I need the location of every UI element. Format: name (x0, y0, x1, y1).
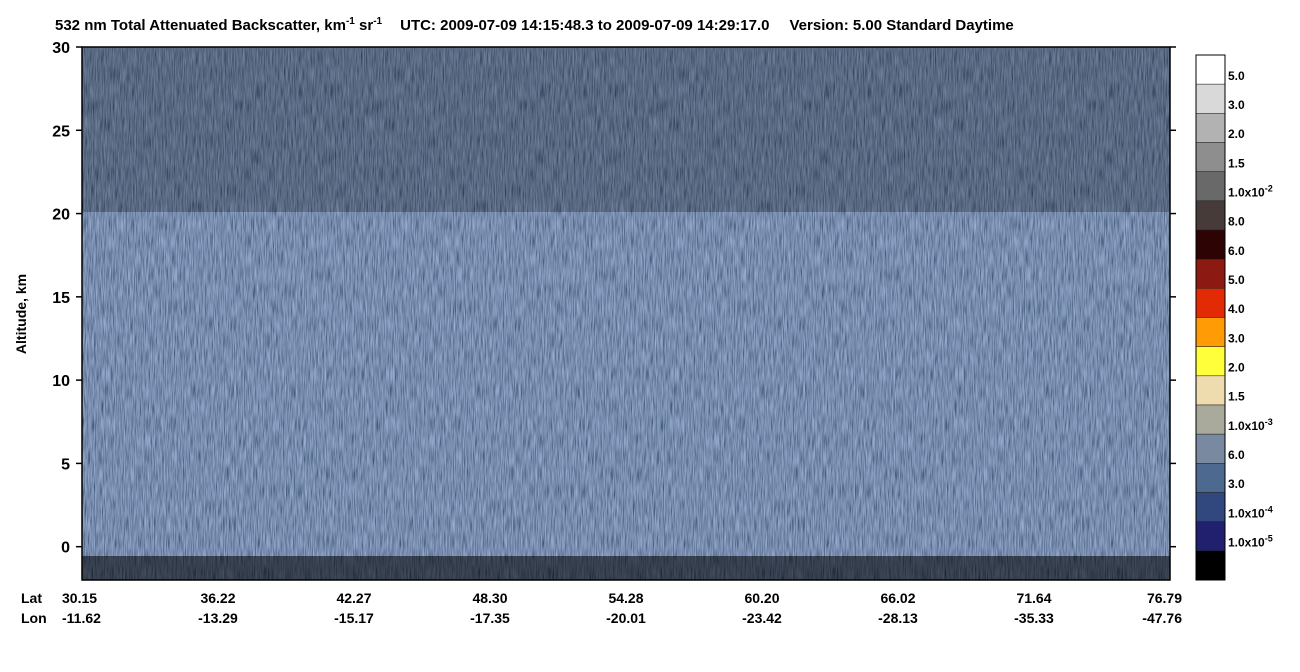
lat-label: 71.64 (1016, 590, 1051, 606)
colorbar-label: 3.0 (1228, 331, 1245, 345)
colorbar-swatch (1195, 288, 1226, 318)
lon-label: -20.01 (606, 610, 646, 626)
colorbar-label: 6.0 (1228, 244, 1245, 258)
colorbar-label: 6.0 (1228, 448, 1245, 462)
colorbar-label: 2.0 (1228, 360, 1245, 374)
colorbar-label-text: 1.5 (1228, 390, 1245, 404)
y-tick-label: 5 (61, 456, 70, 473)
colorbar-label: 4.0 (1228, 302, 1245, 316)
colorbar-swatch (1195, 492, 1226, 522)
colorbar-label-text: 4.0 (1228, 302, 1245, 316)
y-tick-label: 10 (52, 373, 70, 390)
y-axis-label: Altitude, km (13, 274, 29, 354)
lon-label: -17.35 (470, 610, 510, 626)
backscatter-texture (82, 47, 1170, 580)
colorbar-swatch (1195, 404, 1226, 435)
y-tick-label: 30 (52, 40, 70, 57)
colorbar-label-text: 1.0x10 (1228, 506, 1265, 520)
lat-title: Lat (21, 590, 42, 606)
lat-label: 60.20 (744, 590, 779, 606)
colorbar-label: 1.5 (1228, 390, 1245, 404)
colorbar-swatch (1195, 346, 1226, 377)
colorbar-label: 8.0 (1228, 215, 1245, 229)
colorbar-label-text: 3.0 (1228, 331, 1245, 345)
colorbar-label-text: 5.0 (1228, 273, 1245, 287)
colorbar-swatch (1195, 171, 1226, 202)
lon-title: Lon (21, 610, 47, 626)
colorbar-label-text: 3.0 (1228, 477, 1245, 491)
colorbar-swatch (1195, 113, 1226, 143)
lat-label: 66.02 (880, 590, 915, 606)
colorbar-label: 5.0 (1228, 69, 1245, 83)
colorbar-label-text: 1.0x10 (1228, 419, 1265, 433)
colorbar-label-text: 3.0 (1228, 98, 1245, 112)
colorbar-label-exponent: -4 (1265, 504, 1273, 514)
colorbar-label: 1.0x10-4 (1228, 504, 1273, 520)
colorbar-label-text: 1.0x10 (1228, 185, 1265, 199)
colorbar-label-exponent: -3 (1265, 417, 1273, 427)
lat-label: 42.27 (336, 590, 371, 606)
y-tick-label: 15 (52, 290, 70, 307)
colorbar-swatch (1195, 317, 1226, 347)
y-tick-label: 20 (52, 207, 70, 224)
colorbar-label: 3.0 (1228, 98, 1245, 112)
colorbar-label-text: 2.0 (1228, 127, 1245, 141)
colorbar-label-exponent: -2 (1265, 183, 1273, 193)
lon-label: -47.76 (1142, 610, 1182, 626)
colorbar-label: 1.5 (1228, 156, 1245, 170)
colorbar-label: 1.0x10-5 (1228, 533, 1273, 549)
colorbar-label-exponent: -5 (1265, 533, 1273, 543)
colorbar-swatch (1195, 229, 1226, 260)
colorbar-swatch (1195, 54, 1226, 85)
lat-label: 48.30 (472, 590, 507, 606)
plot-frame (81, 46, 1171, 581)
colorbar-label: 1.0x10-3 (1228, 417, 1273, 433)
lon-label: -11.62 (62, 610, 101, 626)
colorbar-frame (1195, 54, 1226, 581)
y-tick-label: 0 (61, 540, 70, 557)
colorbar-label: 3.0 (1228, 477, 1245, 491)
colorbar-label-text: 1.5 (1228, 156, 1245, 170)
lon-label: -28.13 (878, 610, 918, 626)
colorbar-label-text: 8.0 (1228, 215, 1245, 229)
colorbar-label-text: 2.0 (1228, 360, 1245, 374)
colorbar-swatch (1195, 433, 1226, 464)
colorbar-label-text: 6.0 (1228, 244, 1245, 258)
upper-shade (82, 47, 1170, 212)
plot-area (81, 46, 1171, 581)
colorbar-swatch (1195, 258, 1226, 289)
lat-label: 76.79 (1147, 590, 1182, 606)
colorbar-label: 2.0 (1228, 127, 1245, 141)
colorbar-label: 5.0 (1228, 273, 1245, 287)
colorbar-swatch (1195, 83, 1226, 114)
lat-label: 36.22 (200, 590, 235, 606)
colorbar-swatch (1195, 200, 1226, 231)
subsurface (82, 556, 1170, 580)
colorbar-swatch (1195, 550, 1226, 581)
lon-label: -13.29 (198, 610, 238, 626)
y-tick-label: 25 (52, 123, 70, 140)
colorbar-swatch (1195, 463, 1226, 493)
colorbar-swatch (1195, 142, 1226, 172)
colorbar-label: 1.0x10-2 (1228, 183, 1273, 199)
lat-label: 30.15 (62, 590, 97, 606)
lon-label: -35.33 (1014, 610, 1054, 626)
colorbar-swatch (1195, 521, 1226, 552)
colorbar-label-text: 6.0 (1228, 448, 1245, 462)
colorbar-swatch (1195, 375, 1226, 406)
lat-label: 54.28 (608, 590, 643, 606)
lon-label: -15.17 (334, 610, 374, 626)
colorbar-label-text: 1.0x10 (1228, 535, 1265, 549)
chart-title: 532 nm Total Attenuated Backscatter, km-… (55, 16, 1014, 34)
colorbar-label-text: 5.0 (1228, 69, 1245, 83)
lon-label: -23.42 (742, 610, 782, 626)
